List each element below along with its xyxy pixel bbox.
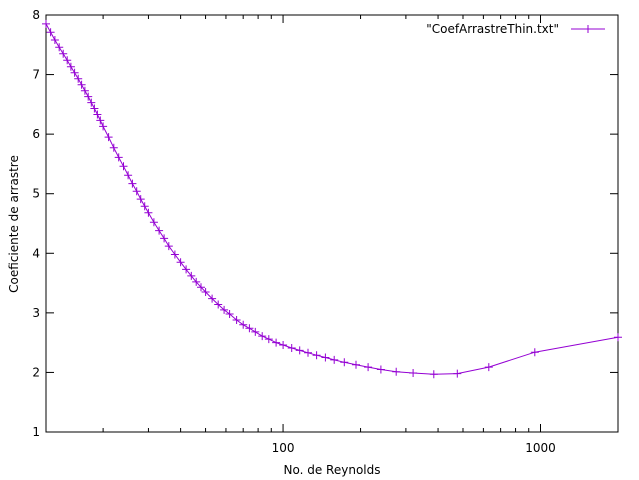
data-point — [124, 171, 133, 180]
data-point — [104, 133, 113, 142]
data-point — [99, 122, 108, 131]
data-point — [312, 351, 321, 360]
data-point — [50, 36, 59, 44]
data-point — [59, 49, 68, 58]
y-tick-label: 8 — [32, 8, 40, 22]
data-point — [239, 320, 248, 329]
axes-layer — [45, 14, 619, 433]
data-point — [197, 283, 205, 292]
x-axis-label: No. de Reynolds — [284, 463, 381, 477]
data-point — [392, 367, 401, 376]
data-point — [170, 250, 179, 259]
data-point — [114, 153, 123, 162]
ticks-layer: 1 2 3 4 5 6 7 8 100 1000 — [32, 8, 619, 455]
data-point — [80, 86, 89, 95]
data-point — [192, 277, 201, 286]
data-point — [84, 92, 93, 101]
data-point — [149, 218, 158, 227]
data-point — [279, 341, 288, 349]
data-point — [132, 187, 141, 196]
data-point — [453, 369, 462, 378]
data-point — [214, 300, 223, 309]
y-tick-label: 3 — [32, 306, 40, 320]
data-point — [201, 288, 210, 296]
data-point — [176, 258, 185, 267]
data-point — [119, 162, 128, 171]
data-point — [272, 338, 281, 347]
legend: "CoefArrastreThin.txt" — [426, 22, 605, 36]
data-point — [96, 116, 105, 125]
y-tick-label: 5 — [32, 187, 40, 201]
data-point — [164, 242, 173, 251]
data-point — [144, 208, 153, 217]
y-axis-label: Coeficiente de arrastre — [7, 155, 21, 293]
data-point — [232, 316, 241, 324]
data-point — [109, 143, 118, 152]
data-point — [140, 202, 149, 211]
data-point — [90, 104, 99, 113]
data-point — [321, 353, 330, 362]
data-point — [352, 360, 360, 369]
data-point — [136, 195, 145, 204]
data-point — [264, 335, 273, 344]
data-point — [46, 28, 55, 37]
data-point — [182, 265, 191, 274]
data-point — [87, 98, 96, 107]
data-point — [340, 358, 349, 367]
legend-entry-label: "CoefArrastreThin.txt" — [426, 22, 559, 36]
data-point — [614, 333, 622, 342]
data-point — [70, 68, 79, 77]
y-tick-label: 1 — [32, 425, 40, 439]
plot-frame — [45, 14, 619, 433]
data-point — [484, 363, 493, 372]
data-point — [251, 327, 260, 336]
data-point — [530, 348, 539, 357]
x-tick-label: 100 — [272, 441, 295, 455]
data-point — [220, 305, 229, 314]
data-point — [74, 74, 83, 83]
data-point — [187, 271, 196, 280]
series-line — [45, 23, 619, 375]
data-point — [63, 56, 72, 65]
y-tick-label: 6 — [32, 127, 40, 141]
data-point — [409, 369, 418, 377]
y-tick-label: 2 — [32, 365, 40, 379]
data-point — [42, 19, 50, 28]
data-point — [55, 43, 64, 52]
data-point — [429, 370, 438, 379]
data-point — [128, 179, 137, 188]
data-point — [295, 346, 304, 355]
data-point — [208, 294, 217, 303]
data-point — [304, 348, 312, 357]
data-point — [330, 355, 339, 364]
data-point — [155, 226, 164, 235]
data-point — [77, 80, 86, 89]
y-tick-label: 4 — [32, 246, 40, 260]
y-tick-label: 7 — [32, 68, 40, 82]
x-tick-label: 1000 — [525, 441, 556, 455]
data-point — [376, 365, 385, 374]
data-point — [225, 310, 234, 318]
legend-entry-marker — [584, 25, 592, 33]
data-point — [245, 324, 254, 333]
data-point — [287, 344, 296, 352]
data-point — [160, 234, 169, 243]
data-point — [258, 332, 267, 341]
data-point — [66, 62, 75, 71]
data-point — [93, 110, 102, 119]
series-layer — [42, 19, 622, 379]
data-point — [364, 363, 373, 372]
